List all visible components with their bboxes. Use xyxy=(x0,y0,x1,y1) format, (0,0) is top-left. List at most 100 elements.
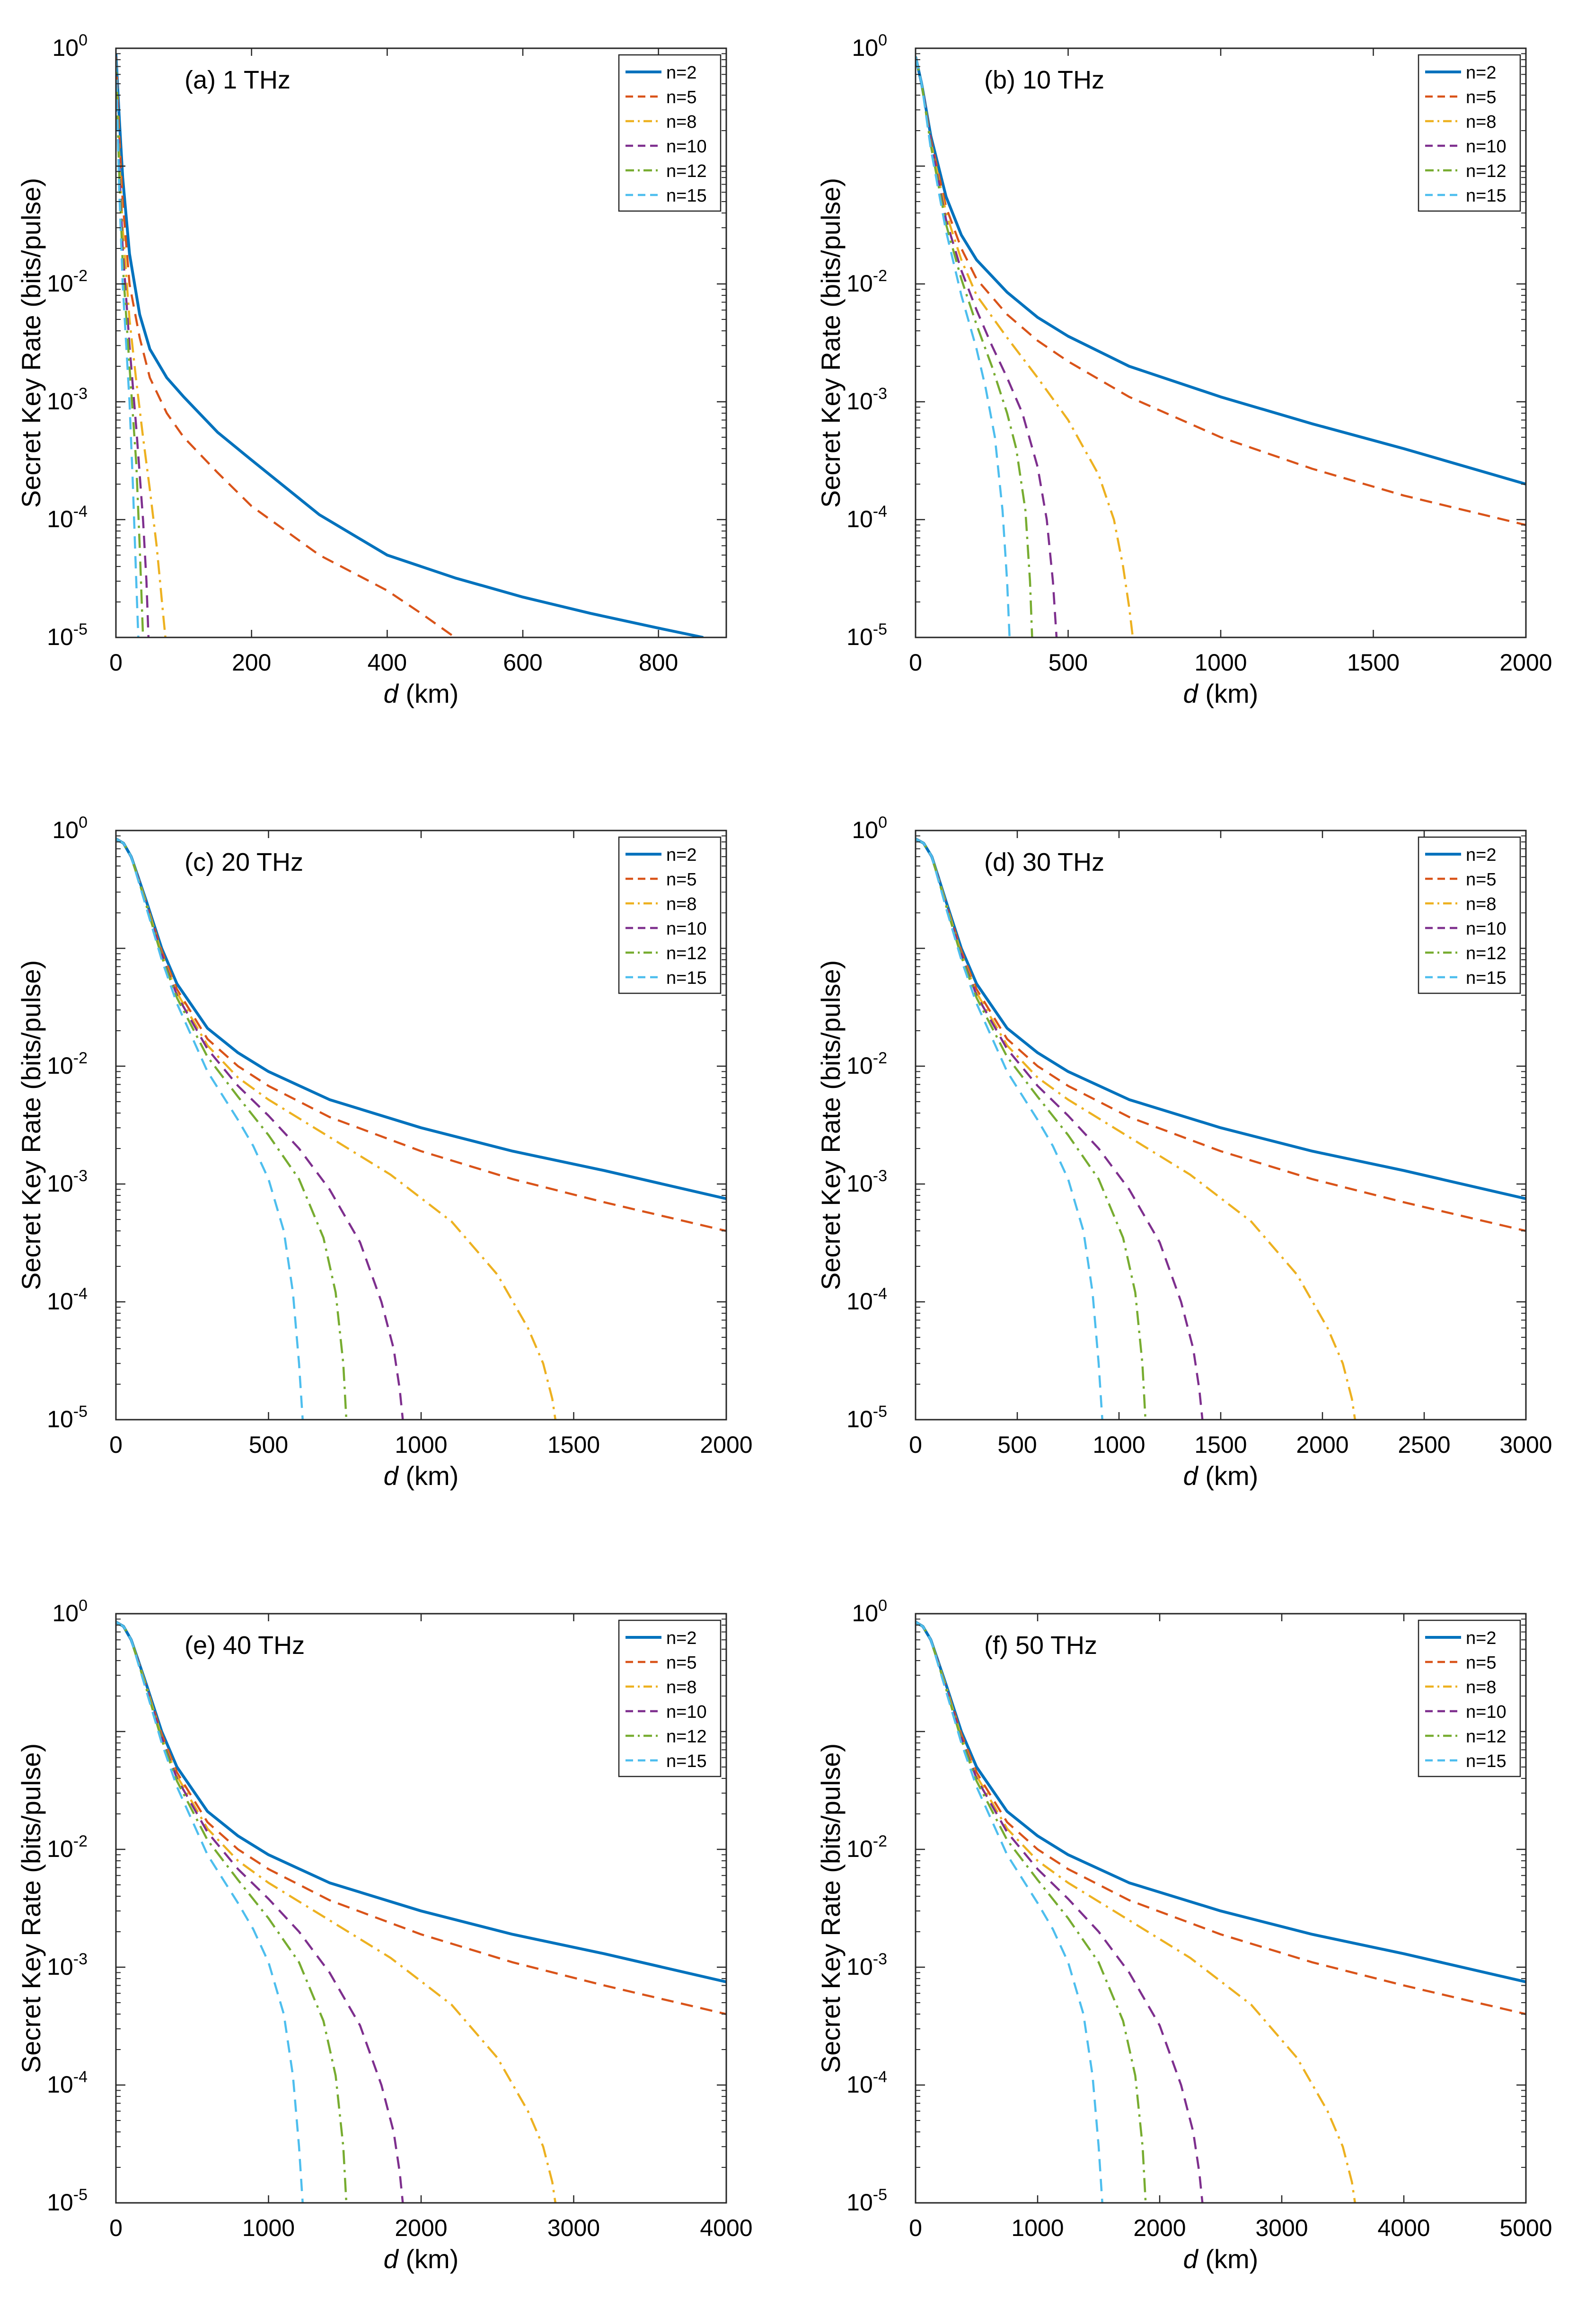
series-line-n-2 xyxy=(116,53,704,637)
legend-label: n=12 xyxy=(666,944,707,963)
x-tick-label: 2500 xyxy=(1398,1432,1450,1458)
legend-label: n=15 xyxy=(666,968,707,988)
x-tick-label: 0 xyxy=(109,1432,123,1458)
y-axis-label: Secret Key Rate (bits/pulse) xyxy=(16,960,46,1290)
x-tick-label: 2000 xyxy=(1133,2215,1186,2241)
legend-label: n=15 xyxy=(666,186,707,206)
x-tick-label: 4000 xyxy=(1377,2215,1430,2241)
y-tick-label: 10-2 xyxy=(47,267,88,297)
series-lines xyxy=(116,838,726,1420)
y-tick-label: 10-2 xyxy=(846,1832,887,1862)
series-line-n-5 xyxy=(116,1621,726,2015)
axes-frame xyxy=(915,47,1527,638)
x-tick-label: 1500 xyxy=(547,1432,600,1458)
series-lines xyxy=(916,56,1526,637)
legend-label: n=8 xyxy=(1466,894,1496,914)
x-axis-label: d (km) xyxy=(1183,1461,1259,1491)
series-line-n-5 xyxy=(116,56,456,637)
series-line-n-12 xyxy=(116,838,348,1420)
x-tick-label: 2000 xyxy=(1296,1432,1348,1458)
series-line-n-12 xyxy=(916,56,1033,637)
series-line-n-5 xyxy=(916,838,1526,1232)
y-axis-label: Secret Key Rate (bits/pulse) xyxy=(816,1743,846,2073)
x-tick-label: 3000 xyxy=(1255,2215,1308,2241)
legend-label: n=10 xyxy=(1466,137,1507,157)
panel-title: (d) 30 THz xyxy=(984,848,1104,876)
x-tick-label: 1500 xyxy=(1347,649,1400,676)
legend-box xyxy=(1418,54,1521,212)
series-line-n-8 xyxy=(916,56,1134,637)
y-tick-label: 10-2 xyxy=(47,1049,88,1079)
legend-label: n=12 xyxy=(666,1727,707,1747)
y-tick-label: 100 xyxy=(852,1597,887,1626)
chart-panel-4: 0 500 1000 1500 2000 2500 3000 10-5 10-4 10-3 10-2… xyxy=(816,813,1552,1491)
series-line-n-15 xyxy=(916,1621,1103,2203)
chart-panel-1: 0 200 400 600 800 10-5 10-4 10-3 10-2 100 d (km) Se… xyxy=(16,31,727,708)
y-tick-label: 10-5 xyxy=(47,2186,88,2216)
y-tick-label: 10-4 xyxy=(47,2068,88,2098)
y-tick-label: 10-3 xyxy=(846,385,887,415)
x-tick-label: 3000 xyxy=(547,2215,600,2241)
x-tick-label: 1000 xyxy=(242,2215,295,2241)
y-tick-label: 10-5 xyxy=(846,2186,887,2216)
x-tick-label: 600 xyxy=(503,649,542,676)
legend-label: n=15 xyxy=(666,1751,707,1771)
y-tick-label: 10-5 xyxy=(47,1403,88,1432)
y-tick-label: 10-5 xyxy=(846,1403,887,1432)
x-tick-label: 3000 xyxy=(1499,1432,1552,1458)
legend: n=2 n=5 n=8 n=10 n=12 n=15 xyxy=(618,1619,722,1777)
x-axis-label: d (km) xyxy=(384,679,459,708)
legend-label: n=5 xyxy=(1466,870,1496,890)
legend-label: n=5 xyxy=(666,88,696,107)
legend-label: n=2 xyxy=(666,1628,696,1648)
legend-label: n=12 xyxy=(1466,944,1507,963)
legend: n=2 n=5 n=8 n=10 n=12 n=15 xyxy=(618,836,722,994)
panel-title: (b) 10 THz xyxy=(984,66,1104,94)
legend-label: n=10 xyxy=(1466,919,1507,939)
panel-title: (c) 20 THz xyxy=(185,848,303,876)
legend-label: n=10 xyxy=(666,919,707,939)
y-tick-label: 100 xyxy=(52,1597,88,1626)
legend: n=2 n=5 n=8 n=10 n=12 n=15 xyxy=(1418,836,1521,994)
series-line-n-5 xyxy=(916,56,1526,526)
chart-panel-6: 0 1000 2000 3000 4000 5000 10-5 10-4 10-3 10-2 100… xyxy=(816,1597,1552,2274)
x-tick-label: 1000 xyxy=(395,1432,447,1458)
x-tick-label: 1000 xyxy=(1011,2215,1064,2241)
y-tick-label: 10-4 xyxy=(846,1285,887,1315)
y-tick-label: 10-3 xyxy=(47,385,88,415)
legend-box xyxy=(1418,836,1521,994)
y-tick-label: 10-2 xyxy=(47,1832,88,1862)
x-tick-label: 1500 xyxy=(1194,1432,1247,1458)
legend-label: n=10 xyxy=(1466,1702,1507,1722)
series-line-n-15 xyxy=(116,60,140,637)
legend-box xyxy=(618,1619,722,1777)
x-tick-label: 0 xyxy=(909,1432,922,1458)
legend-label: n=8 xyxy=(1466,1678,1496,1697)
x-tick-label: 1000 xyxy=(1194,649,1247,676)
legend-label: n=2 xyxy=(666,63,696,83)
y-tick-label: 10-3 xyxy=(846,1950,887,1980)
x-tick-label: 0 xyxy=(109,2215,123,2241)
legend-label: n=5 xyxy=(1466,1653,1496,1673)
legend-label: n=5 xyxy=(666,870,696,890)
axes-frame xyxy=(915,830,1527,1421)
x-tick-label: 2000 xyxy=(700,1432,752,1458)
legend-box xyxy=(618,54,722,212)
y-tick-label: 10-4 xyxy=(846,2068,887,2098)
legend-label: n=2 xyxy=(1466,63,1496,83)
axes-frame xyxy=(115,830,727,1421)
y-axis-label: Secret Key Rate (bits/pulse) xyxy=(16,178,46,508)
x-tick-label: 200 xyxy=(232,649,271,676)
legend-label: n=2 xyxy=(1466,1628,1496,1648)
legend-label: n=8 xyxy=(666,112,696,132)
chart-panel-5: 0 1000 2000 3000 4000 10-5 10-4 10-3 10-2 100 d (k… xyxy=(16,1597,753,2274)
x-tick-label: 4000 xyxy=(700,2215,752,2241)
y-tick-label: 100 xyxy=(852,813,887,843)
x-tick-label: 0 xyxy=(909,649,922,676)
y-tick-label: 10-3 xyxy=(47,1950,88,1980)
y-tick-label: 100 xyxy=(852,31,887,61)
y-tick-label: 10-4 xyxy=(47,1285,88,1315)
axes-frame xyxy=(915,1613,1527,2204)
legend-label: n=12 xyxy=(1466,161,1507,181)
legend-label: n=15 xyxy=(1466,1751,1507,1771)
